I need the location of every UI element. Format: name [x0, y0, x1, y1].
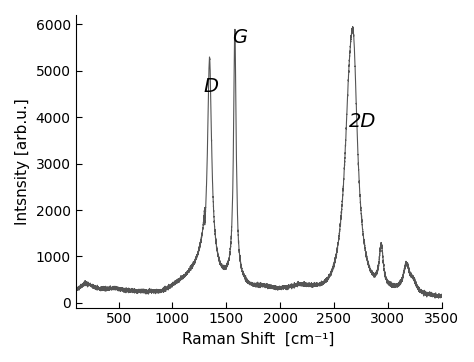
X-axis label: Raman Shift  [cm⁻¹]: Raman Shift [cm⁻¹] — [182, 332, 335, 347]
Text: 2D: 2D — [349, 112, 376, 131]
Text: D: D — [204, 77, 219, 96]
Y-axis label: Intsnsity [arb.u.]: Intsnsity [arb.u.] — [15, 98, 30, 225]
Text: G: G — [232, 28, 247, 47]
